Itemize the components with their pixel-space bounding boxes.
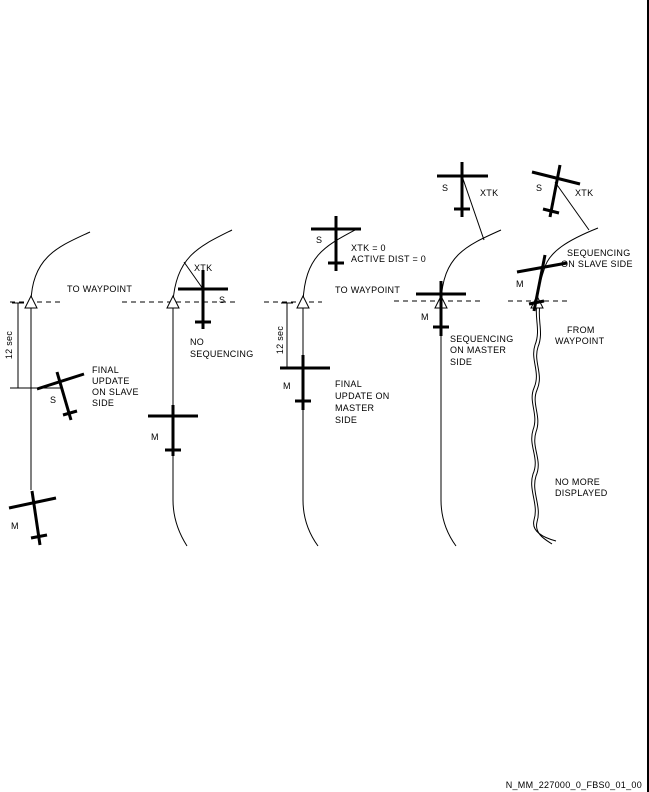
master-aircraft	[280, 355, 330, 410]
master-marker: M	[11, 521, 19, 531]
no-sequencing-label: NO SEQUENCING	[190, 337, 254, 359]
flight-path	[440, 229, 502, 547]
master-aircraft	[8, 490, 57, 546]
waypoint-triangle	[24, 294, 38, 309]
master-marker: M	[421, 312, 429, 322]
master-marker: M	[151, 432, 159, 442]
flight-path	[30, 231, 91, 490]
master-aircraft	[416, 281, 466, 336]
xtk-line	[183, 261, 204, 290]
master-marker: M	[283, 381, 291, 391]
xtk-line	[554, 181, 590, 231]
panel-4: XTK S M SEQUENCING ON MASTER SIDE	[394, 162, 516, 547]
sequencing-label: SEQUENCING ON SLAVE SIDE	[561, 248, 633, 269]
xtk-label: XTK	[194, 263, 212, 273]
xtk-label: XTK	[575, 188, 593, 198]
page-border	[647, 0, 649, 792]
panel-1: TO WAYPOINT 12 sec S FINAL UPDATE ON SLA…	[4, 231, 142, 546]
xtk-label: XTK	[480, 188, 498, 198]
panel-3: TO WAYPOINT 12 sec S XTK = 0 ACTIVE DIST…	[264, 216, 426, 547]
panel-2: XTK S NO SEQUENCING M	[122, 229, 254, 547]
slave-marker: S	[219, 295, 225, 305]
from-waypoint-label: FROM WAYPOINT	[555, 325, 605, 346]
fading-track	[531, 301, 557, 542]
final-update-label: FINAL UPDATE ON SLAVE SIDE	[92, 365, 142, 408]
slave-aircraft	[437, 162, 488, 217]
fading-track-echo	[534, 303, 553, 545]
to-waypoint-label: TO WAYPOINT	[335, 285, 400, 295]
slave-aircraft	[531, 164, 581, 218]
slave-aircraft	[178, 270, 228, 329]
time-label: 12 sec	[275, 326, 285, 355]
master-marker: M	[516, 279, 524, 289]
final-update-label: FINAL UPDATE ON MASTER SIDE	[335, 379, 392, 425]
waypoint-triangle	[296, 294, 310, 309]
sequencing-label: SEQUENCING ON MASTER SIDE	[450, 334, 516, 367]
reference-code: N_MM_227000_0_FBS0_01_00	[506, 780, 642, 790]
to-waypoint-label: TO WAYPOINT	[67, 284, 132, 294]
no-more-displayed-label: NO MORE DISPLAYED	[555, 477, 608, 498]
slave-marker: S	[536, 183, 542, 193]
time-label: 12 sec	[4, 331, 14, 360]
slave-aircraft	[311, 216, 361, 271]
slave-marker: S	[442, 183, 448, 193]
master-aircraft	[516, 254, 568, 312]
slave-aircraft	[36, 371, 85, 421]
xtk-line	[461, 175, 485, 241]
panel-5: XTK S SEQUENCING ON SLAVE SIDE M FROM WA…	[508, 164, 633, 545]
master-aircraft	[148, 405, 198, 456]
active-dist-label: ACTIVE DIST = 0	[351, 254, 426, 264]
waypoint-triangle	[166, 294, 180, 309]
xtk-zero-label: XTK = 0	[351, 243, 386, 253]
slave-marker: S	[316, 235, 322, 245]
slave-marker: S	[50, 395, 56, 405]
